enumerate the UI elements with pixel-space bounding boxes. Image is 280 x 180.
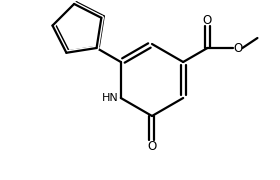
- Text: O: O: [147, 140, 157, 152]
- Text: O: O: [203, 14, 212, 26]
- Text: O: O: [234, 42, 243, 55]
- Text: HN: HN: [102, 93, 119, 103]
